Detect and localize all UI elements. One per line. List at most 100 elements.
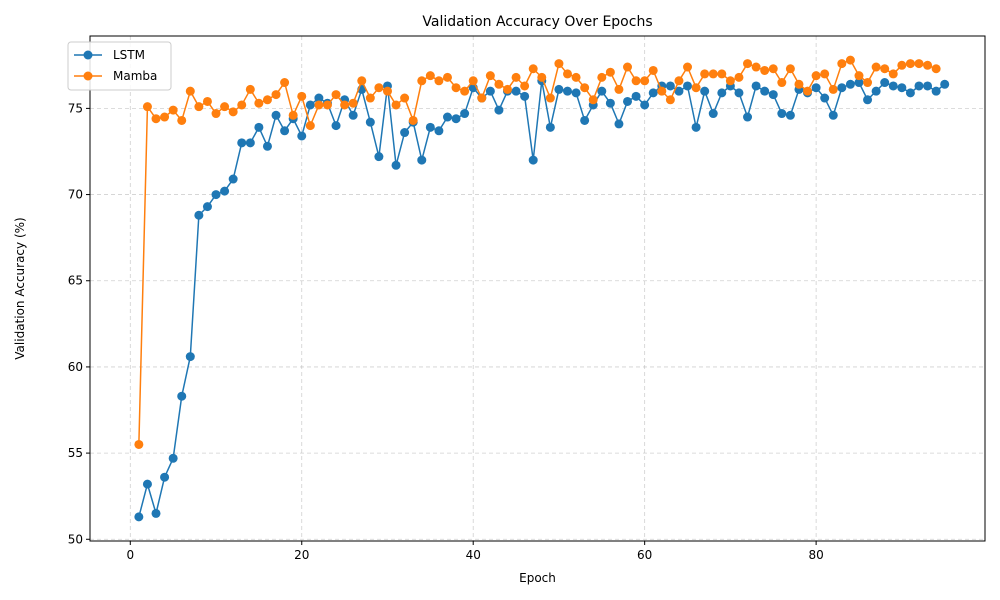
data-point-mamba: [374, 83, 384, 93]
data-point-lstm: [837, 83, 847, 93]
data-point-lstm: [768, 90, 778, 100]
data-point-lstm: [845, 79, 855, 89]
data-point-mamba: [365, 93, 375, 103]
data-point-mamba: [768, 64, 778, 74]
data-point-mamba: [760, 65, 770, 75]
data-point-mamba: [743, 59, 753, 69]
data-point-mamba: [923, 60, 933, 70]
data-point-mamba: [803, 86, 813, 96]
data-point-lstm: [605, 98, 615, 108]
data-point-lstm: [151, 508, 161, 518]
data-point-lstm: [228, 174, 238, 184]
data-point-mamba: [511, 72, 521, 82]
data-point-mamba: [708, 69, 718, 79]
data-point-mamba: [863, 78, 873, 88]
data-point-mamba: [674, 76, 684, 86]
x-axis-title: Epoch: [519, 571, 556, 585]
data-point-mamba: [580, 83, 590, 93]
data-point-mamba: [597, 72, 607, 82]
data-point-lstm: [897, 83, 907, 93]
data-point-lstm: [365, 117, 375, 127]
data-point-mamba: [725, 76, 735, 86]
data-point-mamba: [280, 78, 290, 88]
data-point-mamba: [811, 71, 821, 81]
data-point-lstm: [734, 88, 744, 98]
data-point-lstm: [142, 479, 152, 489]
data-point-lstm: [777, 109, 787, 119]
data-point-mamba: [417, 76, 427, 86]
data-point-mamba: [245, 84, 255, 94]
data-point-lstm: [134, 512, 144, 522]
data-point-mamba: [880, 64, 890, 74]
data-point-lstm: [168, 453, 178, 463]
x-axis-ticks: 0 20 40 60 80: [126, 541, 824, 562]
data-point-lstm: [571, 88, 581, 98]
data-point-lstm: [245, 138, 255, 148]
data-point-lstm: [160, 472, 170, 482]
data-point-mamba: [777, 78, 787, 88]
data-point-mamba: [494, 79, 504, 89]
data-point-mamba: [434, 76, 444, 86]
data-point-mamba: [640, 76, 650, 86]
data-point-lstm: [391, 160, 401, 170]
data-point-lstm: [905, 88, 915, 98]
series-mamba: [134, 55, 941, 449]
data-point-lstm: [425, 122, 435, 132]
data-point-lstm: [931, 86, 941, 96]
data-point-mamba: [468, 76, 478, 86]
data-point-lstm: [434, 126, 444, 136]
data-point-mamba: [382, 86, 392, 96]
data-point-mamba: [623, 62, 633, 72]
data-point-mamba: [854, 71, 864, 81]
data-point-lstm: [923, 81, 933, 91]
x-tick-label: 20: [294, 548, 309, 562]
data-point-lstm: [674, 86, 684, 96]
data-point-lstm: [828, 110, 838, 120]
data-point-lstm: [348, 110, 358, 120]
data-point-lstm: [700, 86, 710, 96]
data-point-mamba: [751, 62, 761, 72]
data-point-lstm: [202, 202, 212, 212]
legend: LSTM Mamba: [67, 41, 172, 91]
data-point-mamba: [322, 100, 332, 110]
data-point-mamba: [700, 69, 710, 79]
data-point-lstm: [743, 112, 753, 122]
data-point-mamba: [828, 84, 838, 94]
data-point-mamba: [648, 65, 658, 75]
data-point-mamba: [202, 96, 212, 106]
data-point-mamba: [665, 95, 675, 105]
data-point-mamba: [897, 60, 907, 70]
data-point-mamba: [794, 79, 804, 89]
chart-title: Validation Accuracy Over Epochs: [422, 14, 652, 30]
axes: [89, 35, 986, 542]
data-point-lstm: [262, 141, 272, 151]
data-point-lstm: [271, 110, 281, 120]
data-point-mamba: [228, 107, 238, 117]
data-point-mamba: [391, 100, 401, 110]
data-point-mamba: [442, 72, 452, 82]
data-point-mamba: [177, 115, 187, 125]
data-point-mamba: [134, 439, 144, 449]
series-line-mamba: [138, 59, 937, 445]
y-tick-label: 75: [68, 101, 83, 115]
data-point-mamba: [262, 95, 272, 105]
data-point-mamba: [425, 71, 435, 81]
data-point-lstm: [820, 93, 830, 103]
data-point-lstm: [751, 81, 761, 91]
data-point-lstm: [563, 86, 572, 96]
data-point-mamba: [691, 83, 701, 93]
data-point-lstm: [665, 81, 675, 91]
data-point-lstm: [683, 81, 693, 91]
data-point-mamba: [785, 64, 795, 74]
data-point-lstm: [811, 83, 821, 93]
data-point-mamba: [400, 93, 410, 103]
data-point-mamba: [357, 76, 367, 86]
data-point-lstm: [940, 79, 950, 89]
series-layer: [134, 55, 950, 522]
data-point-lstm: [451, 114, 461, 124]
data-point-mamba: [520, 81, 530, 91]
y-tick-label: 50: [68, 532, 83, 546]
data-point-mamba: [614, 84, 624, 94]
y-axis-ticks: 50 55 60 65 70 75: [68, 101, 90, 546]
data-point-lstm: [237, 138, 247, 148]
